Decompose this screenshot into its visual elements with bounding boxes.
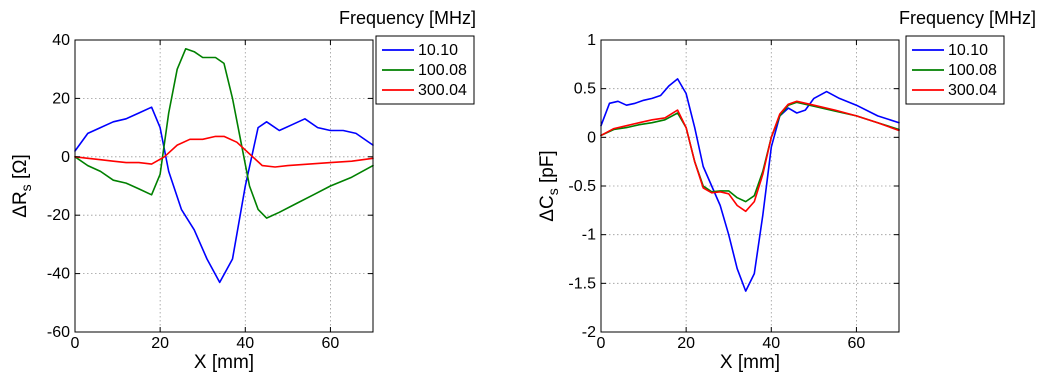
chart1-x-tick-label: 0	[71, 335, 80, 352]
chart1-axes-box	[74, 39, 374, 333]
chart1-y-tick-label: -60	[47, 324, 70, 341]
chart2-legend-title: Frequency [MHz]	[899, 8, 1036, 28]
chart2-legend-label-3: 300.04	[948, 82, 997, 99]
chart2-x-tick-label: 60	[848, 335, 866, 352]
chart1-legend-label-1: 10.10	[418, 42, 458, 59]
chart2-series-3-line	[600, 100, 900, 213]
chart1-x-tick-label: 60	[322, 335, 340, 352]
chart2-legend-label-1: 10.10	[948, 42, 988, 59]
chart2-series-2-line	[600, 101, 900, 203]
chart1-series-3-line	[74, 135, 374, 168]
chart2-y-tick-label: 0	[587, 129, 596, 146]
chart1-series-2-line	[74, 47, 374, 219]
chart1-x-axis-label: X [mm]	[194, 352, 254, 373]
chart2-y-axis-label: ΔCs [pF]	[537, 150, 561, 221]
chart2-x-axis-label: X [mm]	[720, 352, 780, 373]
chart2-y-tick-label: 0.5	[574, 81, 596, 98]
chart2-x-tick-label: 40	[762, 335, 780, 352]
chart2-x-tick-label: 20	[677, 335, 695, 352]
chart2-y-tick-label: 1	[587, 32, 596, 49]
chart2-series-1-line	[600, 78, 900, 292]
chart2-y-tick-label: -2	[582, 324, 596, 341]
chart1-legend-label-3: 300.04	[418, 82, 467, 99]
chart2-y-tick-label: -1	[582, 227, 596, 244]
chart1-y-tick-label: 0	[61, 149, 70, 166]
chart1-plot-area	[75, 40, 373, 332]
chart1-x-tick-label: 20	[151, 335, 169, 352]
chart1-y-axis-label: ΔRs [Ω]	[10, 154, 34, 217]
chart2: 0 20 40 60 -2 -1.5 -1 -0.5 0 0.5 1 X [mm] ΔCs [pF] Fr…	[537, 8, 1036, 373]
chart1-legend-title: Frequency [MHz]	[339, 8, 476, 28]
chart2-y-tick-label: -1.5	[568, 275, 596, 292]
chart2-x-tick-label: 0	[597, 335, 606, 352]
chart1-x-tick-label: 40	[236, 335, 254, 352]
chart1-series-1-line	[74, 106, 374, 284]
chart2-y-tick-label: -0.5	[568, 178, 596, 195]
chart2-legend-label-2: 100.08	[948, 62, 997, 79]
chart1-y-tick-label: 20	[52, 90, 70, 107]
chart1-legend-label-2: 100.08	[418, 62, 467, 79]
chart1-y-tick-label: 40	[52, 32, 70, 49]
chart1-y-tick-label: -40	[47, 266, 70, 283]
chart1-y-tick-label: -20	[47, 207, 70, 224]
